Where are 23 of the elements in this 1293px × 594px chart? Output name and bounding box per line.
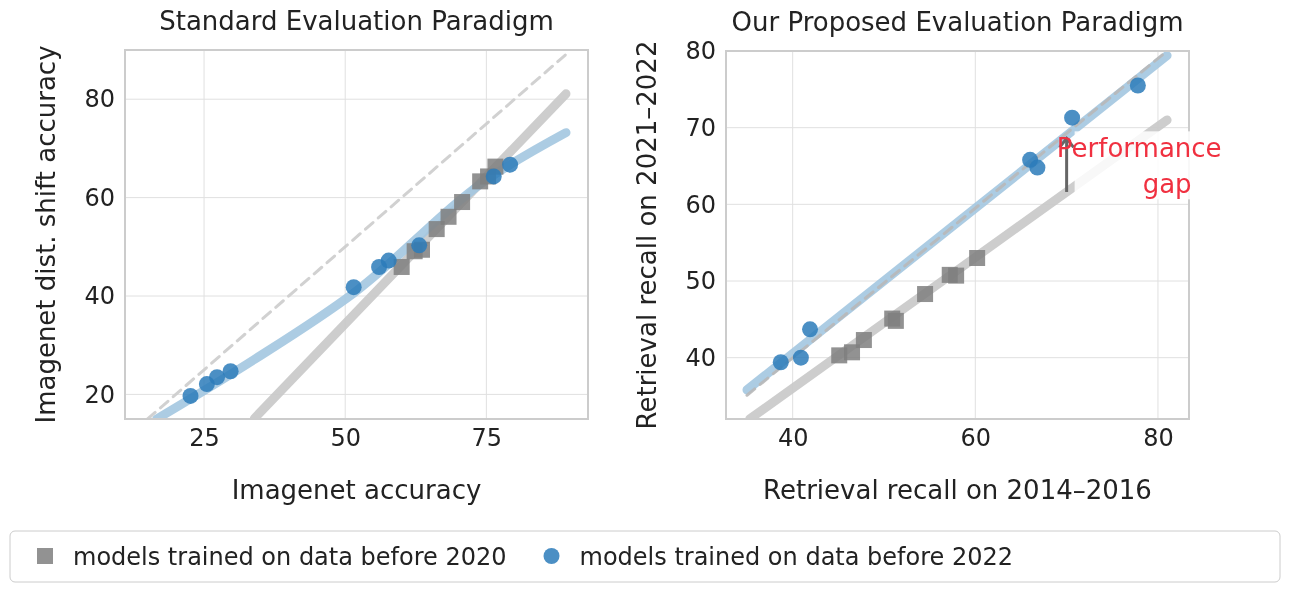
- y-tick-label: 40: [84, 282, 115, 311]
- x-axis-title: Retrieval recall on 2014–2016: [763, 475, 1152, 505]
- chart-title: Our Proposed Evaluation Paradigm: [731, 7, 1184, 37]
- y-tick-label: 60: [84, 183, 115, 212]
- y-tick-label: 50: [685, 267, 716, 296]
- y-axis-title: Imagenet dist. shift accuracy: [31, 45, 61, 424]
- x-tick-label: 25: [189, 424, 220, 453]
- x-axis-title: Imagenet accuracy: [231, 475, 482, 505]
- y-tick-label: 80: [685, 37, 716, 66]
- y-tick-label: 60: [685, 190, 716, 219]
- x-tick-label: 40: [777, 424, 809, 453]
- y-tick-label: 80: [84, 85, 115, 114]
- y-axis-title: Retrieval recall on 2021–2022: [632, 40, 662, 430]
- y-tick-label: 40: [685, 343, 716, 372]
- x-tick-label: 80: [1143, 424, 1174, 453]
- legend-label: models trained on data before 2020: [73, 543, 507, 571]
- chart-title: Standard Evaluation Paradigm: [159, 6, 554, 36]
- y-tick-label: 70: [685, 113, 716, 142]
- x-tick-label: 60: [960, 424, 992, 453]
- x-tick-label: 50: [330, 424, 361, 453]
- legend-label: models trained on data before 2022: [579, 543, 1014, 571]
- y-tick-label: 20: [84, 380, 115, 409]
- x-tick-label: 75: [471, 424, 503, 453]
